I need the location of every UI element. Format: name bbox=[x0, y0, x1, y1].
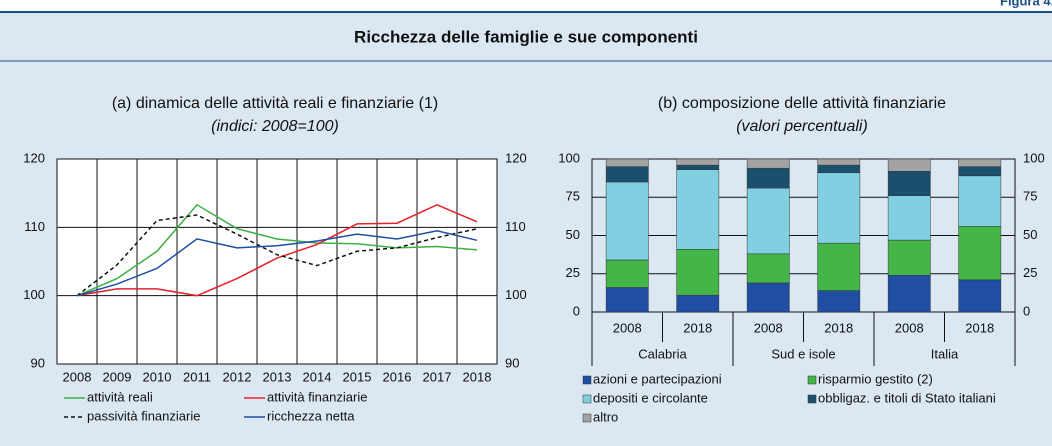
chart-title: (b) composizione delle attività finanzia… bbox=[658, 95, 946, 112]
panel-title: Ricchezza delle famiglie e sue component… bbox=[354, 27, 698, 46]
legend-label: attività finanziarie bbox=[267, 389, 367, 404]
x-tick-label: 2008 bbox=[895, 320, 924, 335]
bar-segment bbox=[605, 166, 649, 183]
bar-segment bbox=[676, 294, 720, 313]
x-tick-label: 2016 bbox=[383, 369, 412, 384]
x-tick-label: 2010 bbox=[143, 369, 172, 384]
bar-segment bbox=[817, 290, 861, 313]
legend-label: passività finanziarie bbox=[87, 408, 200, 423]
bar-segment bbox=[887, 195, 931, 241]
x-tick-label: 2011 bbox=[183, 369, 211, 384]
bar-segment bbox=[958, 226, 1002, 281]
legend-label: attività reali bbox=[87, 389, 153, 404]
x-tick-label: 2012 bbox=[223, 369, 252, 384]
y2-tick-label: 110 bbox=[505, 219, 526, 234]
y2-tick-label: 100 bbox=[1023, 150, 1045, 165]
bar-segment bbox=[817, 158, 861, 166]
legend-label: risparmio gestito (2) bbox=[818, 371, 933, 386]
y-tick-label: 75 bbox=[566, 189, 580, 204]
y-tick-label: 120 bbox=[23, 150, 45, 165]
y-tick-label: 25 bbox=[566, 265, 580, 280]
y2-tick-label: 75 bbox=[1023, 189, 1037, 204]
y2-tick-label: 90 bbox=[505, 355, 519, 370]
y2-tick-label: 0 bbox=[1023, 303, 1030, 318]
bar-segment bbox=[958, 166, 1002, 177]
group-label: Sud e isole bbox=[771, 346, 835, 361]
bar-segment bbox=[605, 259, 649, 288]
bar-segment bbox=[958, 279, 1002, 313]
chart-subtitle: (valori percentuali) bbox=[736, 118, 868, 135]
bar-segment bbox=[676, 169, 720, 250]
x-tick-label: 2009 bbox=[103, 369, 132, 384]
group-label: Italia bbox=[931, 346, 959, 361]
x-tick-label: 2018 bbox=[463, 369, 492, 384]
bar-segment bbox=[676, 164, 720, 170]
chart-subtitle: (indici: 2008=100) bbox=[211, 118, 339, 135]
bar-segment bbox=[958, 158, 1002, 167]
x-tick-label: 2014 bbox=[303, 369, 332, 384]
bar-segment bbox=[605, 287, 649, 313]
bar-segment bbox=[887, 158, 931, 172]
bar-segment bbox=[746, 187, 790, 255]
x-tick-label: 2015 bbox=[343, 369, 372, 384]
bar-segment bbox=[746, 167, 790, 189]
x-tick-label: 2008 bbox=[63, 369, 92, 384]
legend-swatch bbox=[582, 413, 592, 423]
legend-swatch bbox=[807, 394, 817, 404]
series-line bbox=[76, 229, 478, 297]
bar-segment bbox=[676, 158, 720, 166]
bar-segment bbox=[605, 158, 649, 167]
y-tick-label: 100 bbox=[23, 287, 45, 302]
bar-segment bbox=[958, 175, 1002, 227]
y-tick-label: 100 bbox=[558, 150, 580, 165]
legend-label: obbligaz. e titoli di Stato italiani bbox=[818, 390, 996, 405]
y-tick-label: 110 bbox=[24, 219, 45, 234]
bar-segment bbox=[887, 239, 931, 276]
bar-segment bbox=[746, 253, 790, 284]
bar-segment bbox=[746, 158, 790, 169]
legend-label: depositi e circolante bbox=[593, 390, 708, 405]
legend-swatch bbox=[582, 375, 592, 385]
x-tick-label: 2018 bbox=[683, 320, 712, 335]
x-tick-label: 2008 bbox=[613, 320, 642, 335]
x-tick-label: 2008 bbox=[754, 320, 783, 335]
series-line bbox=[76, 214, 478, 297]
x-tick-label: 2018 bbox=[824, 320, 853, 335]
bar-segment bbox=[817, 164, 861, 174]
bar-segment bbox=[676, 249, 720, 296]
x-tick-label: 2013 bbox=[263, 369, 292, 384]
group-label: Calabria bbox=[638, 346, 687, 361]
figure-label: Figura 4. bbox=[1000, 0, 1052, 8]
legend-swatch bbox=[582, 394, 592, 404]
chart-title: (a) dinamica delle attività reali e fina… bbox=[112, 95, 438, 112]
legend-label: azioni e partecipazioni bbox=[593, 371, 722, 386]
y-tick-label: 0 bbox=[573, 303, 580, 318]
series-line bbox=[76, 203, 478, 297]
legend-label: altro bbox=[593, 409, 618, 424]
bar-segment bbox=[746, 282, 790, 313]
y-tick-label: 50 bbox=[566, 227, 580, 242]
y2-tick-label: 120 bbox=[505, 150, 527, 165]
bar-segment bbox=[605, 181, 649, 261]
y2-tick-label: 100 bbox=[505, 287, 527, 302]
bar-segment bbox=[817, 242, 861, 291]
bar-segment bbox=[887, 275, 931, 313]
y2-tick-label: 25 bbox=[1023, 265, 1037, 280]
bar-segment bbox=[887, 170, 931, 196]
y2-tick-label: 50 bbox=[1023, 227, 1037, 242]
x-tick-label: 2018 bbox=[965, 320, 994, 335]
x-tick-label: 2017 bbox=[423, 369, 452, 384]
plot-area bbox=[56, 158, 498, 365]
legend-label: ricchezza netta bbox=[267, 408, 355, 423]
series-line bbox=[76, 203, 478, 297]
bar-segment bbox=[817, 172, 861, 244]
y-tick-label: 90 bbox=[31, 355, 45, 370]
legend-swatch bbox=[807, 375, 817, 385]
